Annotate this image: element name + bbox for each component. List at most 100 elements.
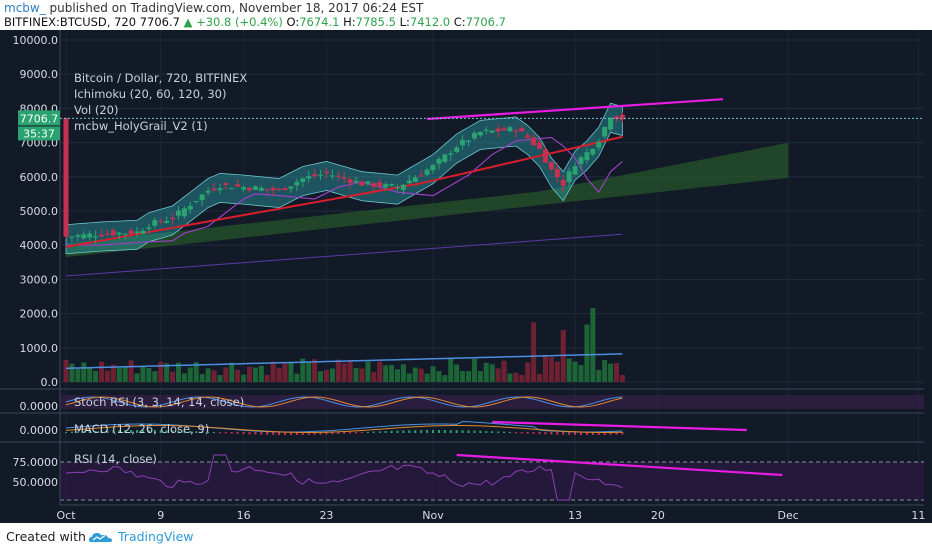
countdown-box	[18, 126, 60, 141]
candle-body	[454, 147, 460, 153]
macd-histogram-bar	[443, 430, 446, 433]
volume-bar	[436, 371, 442, 382]
macd-histogram-bar	[301, 432, 304, 435]
macd-histogram-bar	[520, 432, 523, 434]
legend-ichimoku[interactable]: Ichimoku (20, 60, 120, 30)	[74, 87, 227, 101]
legend-holygrail[interactable]: mcbw_HolyGrail_V2 (1)	[74, 119, 208, 133]
volume-bar	[193, 362, 199, 382]
macd-histogram-bar	[378, 431, 381, 433]
macd-histogram-bar	[349, 432, 352, 434]
macd-histogram-bar	[615, 432, 618, 435]
macd-histogram-bar	[313, 432, 316, 435]
candle-body	[614, 116, 619, 120]
candle-body	[323, 171, 329, 174]
candle-body	[347, 179, 353, 183]
candle-body	[258, 188, 264, 191]
candle-body	[525, 135, 531, 138]
last-price: 7706.7	[139, 15, 180, 29]
volume-bar	[430, 366, 436, 382]
chart-area[interactable]: 0.0000 0.0000 75.0000 50.0000 10000.0 9000.0…	[0, 30, 932, 523]
macd-histogram-bar	[183, 430, 186, 433]
volume-bar	[235, 369, 241, 382]
legend-vol[interactable]: Vol (20)	[74, 103, 119, 117]
price-chart[interactable]: 0.0000 0.0000 75.0000 50.0000 10000.0 9000.0…	[0, 30, 932, 523]
macd-histogram-bar	[574, 432, 577, 435]
volume-bar	[513, 372, 519, 382]
volume-bar	[252, 367, 258, 382]
volume-bar	[63, 359, 69, 382]
macd-histogram-bar	[514, 432, 517, 434]
volume-bar	[223, 367, 229, 382]
macd-histogram-bar	[384, 431, 387, 433]
macd-histogram-bar	[94, 430, 97, 433]
volume-bar	[110, 364, 116, 382]
volume-bar	[406, 373, 412, 382]
macd-histogram-bar	[65, 432, 67, 433]
candle-body	[217, 188, 223, 191]
macd-histogram-bar	[319, 432, 322, 435]
author-link[interactable]: mcbw_	[4, 1, 46, 15]
macd-line	[65, 421, 623, 433]
volume-bar	[93, 370, 99, 382]
volume-bar	[270, 361, 276, 382]
candle-body	[170, 217, 176, 220]
volume-bar	[602, 360, 608, 382]
macd-histogram-bar	[325, 432, 328, 435]
close-key: C:	[453, 15, 466, 29]
macd-histogram-bar	[331, 432, 334, 435]
stoch-d-line	[65, 396, 623, 408]
x-tick-label: Nov	[422, 509, 444, 522]
tradingview-brand[interactable]: TradingView	[118, 529, 194, 544]
macd-histogram-bar	[390, 430, 393, 433]
macd-histogram-bar	[538, 432, 541, 435]
candle-body	[158, 220, 164, 222]
candle-body	[146, 227, 152, 229]
volume-bar	[335, 359, 341, 382]
rsi-label[interactable]: RSI (14, close)	[74, 452, 157, 466]
macd-histogram-bar	[473, 430, 476, 433]
macd-histogram-bar	[562, 432, 565, 435]
macd-histogram-bar	[461, 430, 464, 433]
candle-body	[400, 184, 406, 190]
macd-trendline	[492, 420, 747, 432]
macd-histogram-bar	[201, 431, 204, 433]
candle-body	[81, 234, 87, 239]
volume-bar	[164, 363, 170, 382]
candle-body	[164, 221, 170, 223]
volume-bar	[412, 367, 418, 382]
candle-body	[436, 159, 442, 164]
macd-histogram-bar	[597, 432, 600, 435]
candle-body	[602, 127, 608, 137]
macd-histogram-bar	[136, 430, 139, 433]
price-change: ▲ +30.8 (+0.4%)	[183, 15, 283, 29]
x-tick-label: 11	[911, 509, 925, 522]
volume-bar	[418, 368, 424, 382]
chart-legend: Bitcoin / Dollar, 720, BITFINEX Ichimoku…	[74, 70, 247, 134]
macd-histogram-bar	[420, 430, 423, 433]
volume-bar	[442, 375, 448, 382]
volume-bar	[608, 363, 614, 382]
volume-bar	[424, 373, 430, 382]
macd-histogram-bar	[585, 432, 588, 435]
macd-histogram-bar	[408, 430, 411, 433]
candle-body	[531, 137, 537, 146]
volume-bar	[187, 367, 193, 382]
x-tick-label: Dec	[778, 509, 799, 522]
candle-body	[483, 129, 489, 131]
volume-bar	[247, 366, 252, 382]
volume-bar	[460, 370, 466, 382]
volume-bar	[258, 365, 264, 382]
candle-body	[424, 169, 430, 175]
macd-histogram-bar	[467, 430, 470, 433]
candle-body	[507, 127, 513, 132]
macd-label[interactable]: MACD (12, 26, close, 9)	[74, 422, 210, 436]
candle-body	[175, 210, 181, 216]
candle-body	[110, 230, 116, 236]
rsi-tick-label: 50.0000	[13, 476, 59, 489]
candle-body	[495, 128, 501, 132]
volume-bar	[241, 374, 247, 382]
volume-bar	[525, 362, 531, 382]
volume-bar	[122, 367, 128, 382]
macd-histogram-bar	[130, 430, 133, 433]
stoch-rsi-label[interactable]: Stoch RSI (3, 3, 14, 14, close)	[74, 395, 245, 409]
